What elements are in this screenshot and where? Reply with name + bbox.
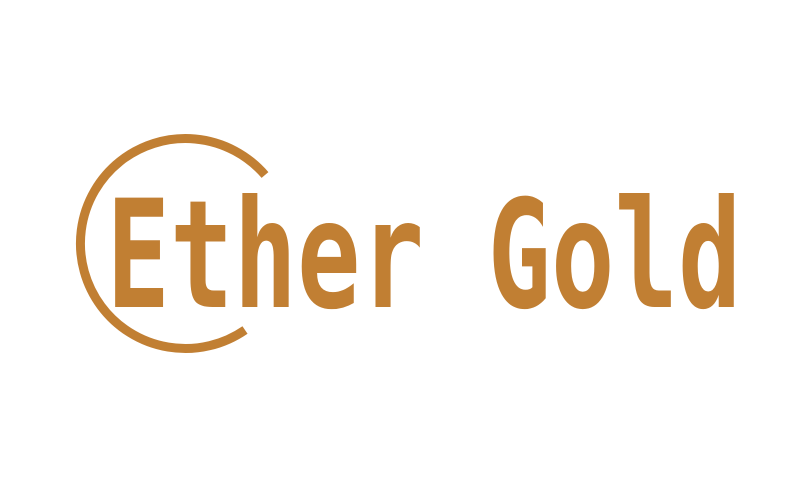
logo-ring-arc — [75, 134, 269, 353]
logo-wordmark: Ether Gold — [107, 169, 742, 343]
